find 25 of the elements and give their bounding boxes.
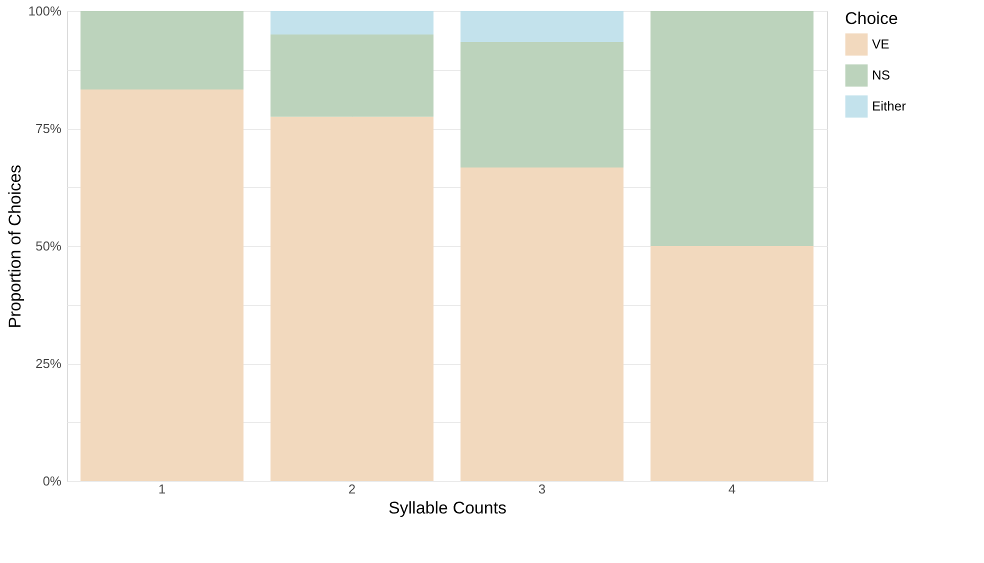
bar: [80, 11, 244, 90]
legend-label: VE: [872, 36, 890, 52]
x-axis-title: Syllable Counts: [388, 498, 507, 518]
y-tick-label: 25%: [35, 356, 62, 371]
bar: [270, 116, 434, 481]
bar: [460, 168, 624, 481]
bar: [650, 11, 814, 246]
x-tick-label: 3: [538, 482, 546, 496]
legend-label: NS: [872, 68, 890, 82]
bar: [650, 246, 814, 481]
legend-label: Either: [872, 98, 907, 114]
x-tick-label: 4: [728, 482, 736, 496]
legend-title: Choice: [845, 9, 898, 28]
bar: [460, 42, 624, 168]
bar: [460, 11, 624, 42]
y-axis-title: Proportion of Choices: [5, 164, 24, 328]
x-tick-label: 1: [158, 482, 166, 496]
bar: [270, 11, 434, 34]
x-tick-label: 2: [348, 482, 356, 496]
bar: [270, 34, 434, 117]
y-tick-label: 100%: [28, 4, 62, 18]
y-tick-label: 0%: [42, 474, 62, 488]
y-tick-label: 50%: [35, 238, 62, 254]
y-tick-label: 75%: [35, 121, 62, 136]
bar: [80, 89, 244, 481]
